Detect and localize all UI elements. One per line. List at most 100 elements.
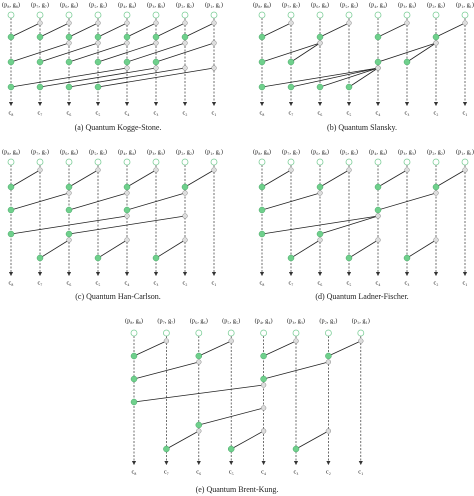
input-node [36,158,44,166]
prefix-edge [68,42,128,63]
output-label: c₃ [405,279,410,286]
input-label: (p₂, g₂) [176,148,194,155]
copy-node [196,428,202,434]
prefix-edge [184,169,215,188]
input-node [7,158,15,166]
prefix-edge [68,169,99,188]
copy-node [293,338,299,344]
prefix-node [195,352,203,360]
output-label: c₄ [376,109,381,116]
input-node [432,11,440,19]
copy-node [182,190,188,196]
input-node [345,158,353,166]
output-label: c₈ [260,279,265,286]
prefix-node [181,183,189,191]
input-node [195,329,203,337]
input-label: (p₂, g₂) [176,1,194,8]
output-label: c₇ [38,109,43,116]
prefix-node [123,183,131,191]
copy-node [288,167,294,173]
prefix-node [94,58,102,66]
prefix-edge [126,192,186,211]
output-label: c₁ [212,279,217,286]
copy-node [260,405,267,411]
output-label: c₂ [183,109,188,116]
caption: (a) Quantum Kogge-Stone. [75,123,162,132]
copy-node [95,20,101,26]
prefix-node [65,83,73,91]
prefix-edge [319,215,379,235]
prefix-node [36,33,44,41]
prefix-edge [406,239,437,259]
input-label: (p₈, g₈) [2,1,20,8]
prefix-node [65,230,73,238]
input-node [7,11,15,19]
input-node [316,11,324,19]
copy-node [182,20,188,26]
input-label: (p₅, g₅) [340,1,358,8]
input-label: (p₆, g₆) [60,1,78,8]
input-node [432,158,440,166]
output-label: c₈ [9,279,14,286]
copy-node [66,190,72,196]
prefix-edge [263,361,329,380]
panel: (p₈, g₈) (p₇, g₇) (p₆, g₆) (p₅, g₅) (p₄, g₄)… [2,1,223,131]
prefix-node [292,445,300,453]
copy-node [404,20,410,26]
input-label: (p₄, g₄) [369,1,387,8]
input-label: (p₈, g₈) [253,1,271,8]
input-label: (p₅, g₅) [89,1,107,8]
prefix-node [7,206,15,214]
prefix-edge [126,42,186,63]
panel: (p₈, g₈) (p₇, g₇) (p₆, g₆) (p₅, g₅) (p₄, g₄)… [253,148,474,300]
input-node [162,329,170,337]
prefix-edge [261,67,379,88]
input-node [94,11,102,19]
copy-node [124,65,130,71]
prefix-node [94,33,102,41]
copy-node [260,428,267,434]
output-label: c₁ [463,279,468,286]
input-node [94,158,102,166]
prefix-edge [10,192,70,211]
output-label: c₃ [154,109,159,116]
copy-node [66,40,72,46]
output-label: c₁ [463,109,468,116]
prefix-node [94,83,102,91]
input-label: (p₁, g₁) [456,148,474,155]
prefix-node [7,183,15,191]
prefix-edge [155,42,215,63]
output-label: c₄ [261,468,266,475]
prefix-edge [261,215,379,235]
prefix-edge [133,361,199,380]
prefix-node [287,83,295,91]
prefix-node [130,375,138,383]
input-label: (p₂, g₂) [319,317,337,324]
copy-node [124,20,130,26]
prefix-edge [377,42,437,63]
copy-node [346,167,352,173]
input-label: (p₄, g₄) [369,148,387,155]
prefix-node [316,83,324,91]
prefix-node [316,183,324,191]
copy-node [433,237,439,243]
output-label: c₂ [434,109,439,116]
prefix-edge [261,42,321,63]
input-node [292,329,300,337]
prefix-node [258,33,266,41]
copy-node [375,237,381,243]
prefix-node [36,58,44,66]
prefix-edge [10,215,128,235]
output-label: c₄ [125,109,130,116]
input-node [345,11,353,19]
input-label: (p₇, g₇) [31,1,49,8]
input-label: (p₆, g₆) [190,317,208,324]
copy-node [358,338,364,344]
copy-node [433,190,439,196]
prefix-edge [290,42,321,63]
prefix-edge [10,22,41,38]
output-label: c₅ [96,109,101,116]
input-label: (p₃, g₃) [147,1,165,8]
copy-node [37,20,43,26]
